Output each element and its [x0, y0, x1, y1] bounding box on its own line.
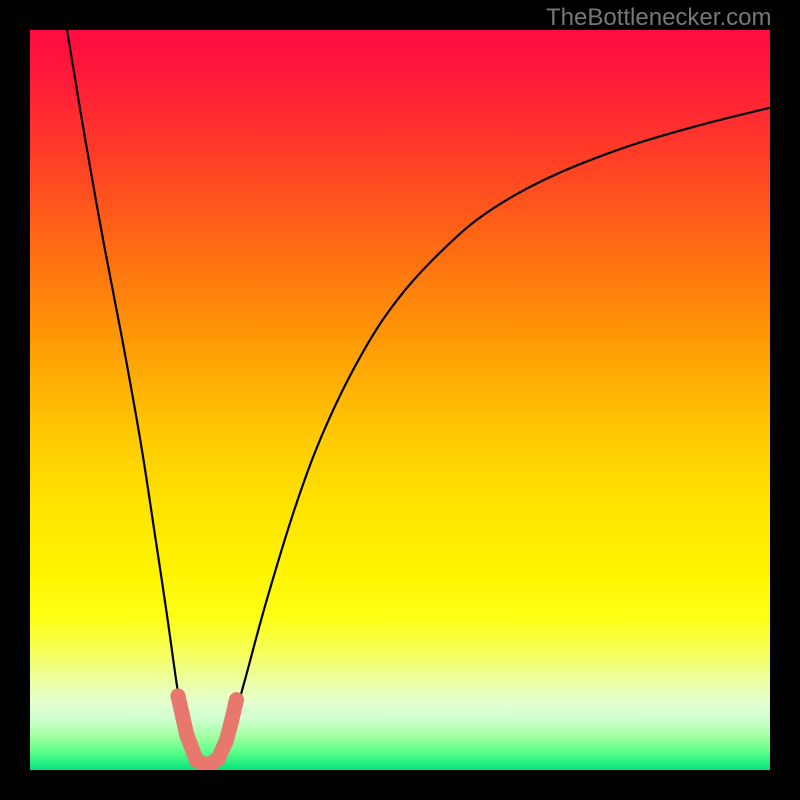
chart-plot-area	[30, 30, 770, 770]
highlight-mark-cap	[229, 692, 244, 707]
watermark-text: TheBottlenecker.com	[546, 4, 771, 32]
chart-background-gradient	[30, 30, 770, 770]
highlight-mark-cap	[171, 689, 186, 704]
chart-svg	[30, 30, 770, 770]
